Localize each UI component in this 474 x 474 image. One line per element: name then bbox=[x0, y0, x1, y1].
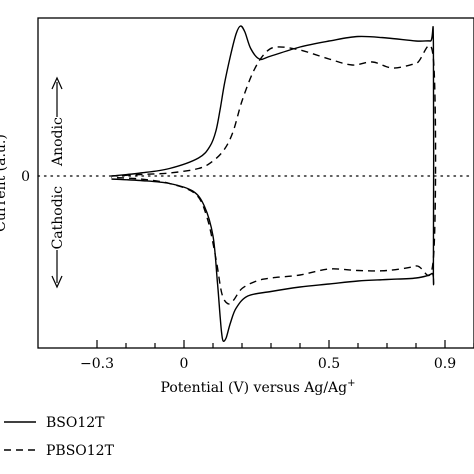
anodic-label: Anodic bbox=[50, 117, 66, 167]
series-line-bso12t bbox=[111, 25, 435, 342]
legend-label-pbso12t: PBSO12T bbox=[46, 443, 115, 459]
cathodic-annotation: Cathodic bbox=[50, 186, 66, 289]
plot-frame bbox=[37, 17, 474, 349]
series-line-pbso12t bbox=[111, 44, 437, 305]
cathodic-arrow-head bbox=[51, 275, 63, 289]
cathodic-label: Cathodic bbox=[50, 186, 66, 250]
x-axis-tick-label: −0.3 bbox=[80, 356, 114, 372]
x-axis-tick-labels: −0.3 0 0.5 0.9 bbox=[80, 356, 456, 372]
series-layer bbox=[111, 25, 437, 342]
x-axis-ticks bbox=[96, 340, 474, 348]
x-axis-tick-label: 0.9 bbox=[434, 356, 456, 372]
anodic-arrow-head bbox=[51, 76, 63, 90]
anodic-annotation: Anodic bbox=[50, 76, 66, 167]
x-axis-tick-label: 0.5 bbox=[318, 356, 340, 372]
x-axis-title: Potential (V) versus Ag/Ag+ bbox=[160, 378, 355, 396]
x-axis-tick-label: 0 bbox=[180, 356, 189, 372]
legend-label-bso12t: BSO12T bbox=[46, 415, 105, 431]
y-axis-title: Current (a.u.) bbox=[0, 134, 9, 232]
legend: BSO12T PBSO12T bbox=[4, 415, 115, 459]
y-zero-tick-label: 0 bbox=[21, 169, 30, 185]
x-axis-title-superscript: + bbox=[347, 378, 355, 389]
